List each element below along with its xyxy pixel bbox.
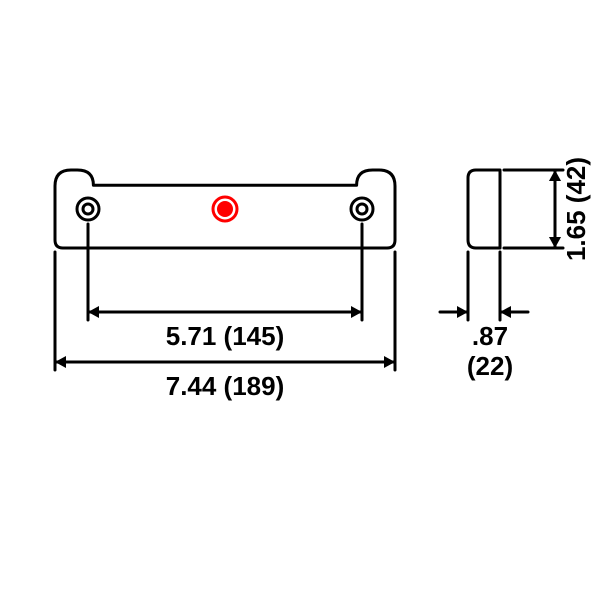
- arrowhead: [457, 306, 468, 318]
- dim-text: 1.65 (42): [561, 157, 591, 261]
- arrowhead: [55, 356, 66, 368]
- arrowhead: [549, 237, 561, 248]
- dim-text: .87: [472, 321, 508, 351]
- hole-right-inner: [357, 204, 367, 214]
- arrowhead: [500, 306, 511, 318]
- hole-left-inner: [83, 204, 93, 214]
- hole-right: [351, 198, 373, 220]
- arrowhead: [384, 356, 395, 368]
- dimension-drawing: 5.71 (145) 7.44 (189) .87(22) 1.65 (42): [0, 0, 600, 600]
- dim-text: 5.71 (145): [166, 321, 285, 351]
- arrowhead: [549, 170, 561, 181]
- arrowhead: [351, 306, 362, 318]
- arrowhead: [88, 306, 99, 318]
- dim-text: (22): [467, 351, 513, 381]
- indicator-dot: [217, 201, 233, 217]
- side-outline: [468, 170, 500, 248]
- hole-left: [77, 198, 99, 220]
- dim-text: 7.44 (189): [166, 371, 285, 401]
